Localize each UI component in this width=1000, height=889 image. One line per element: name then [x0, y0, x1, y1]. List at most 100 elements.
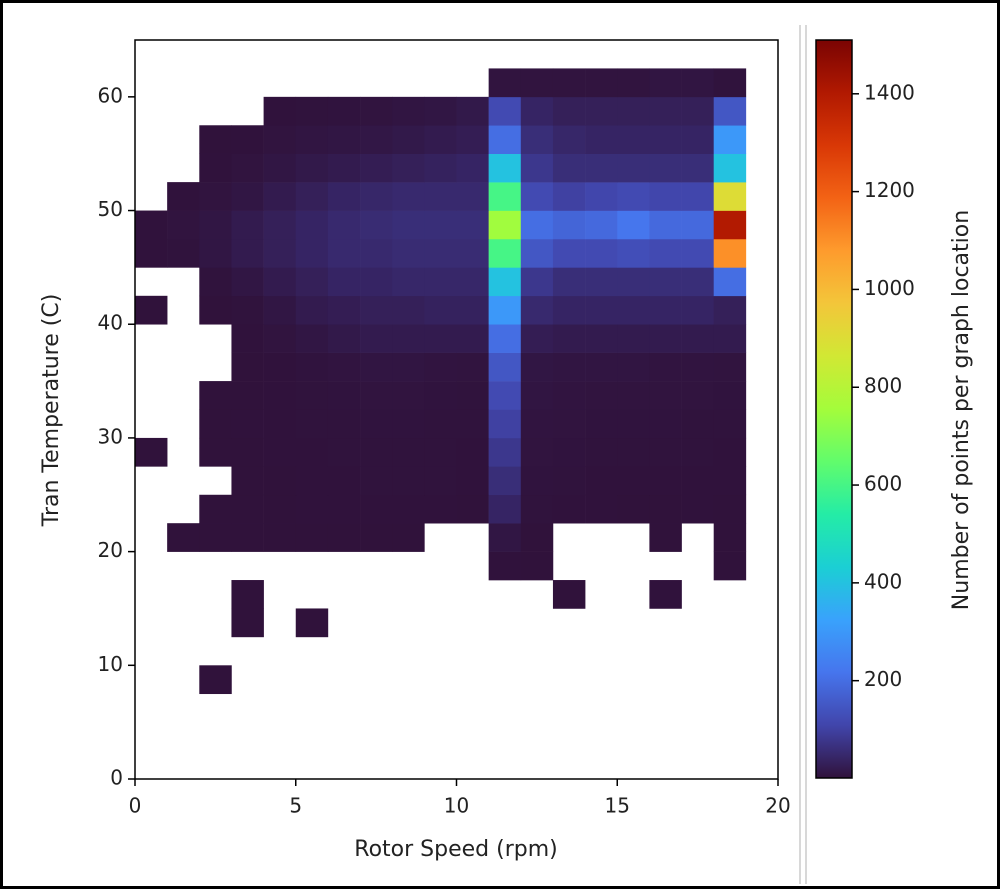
heatmap-cell — [488, 437, 522, 467]
heatmap-cell — [456, 96, 489, 126]
heatmap-cell — [649, 494, 682, 524]
heatmap-cell — [327, 125, 361, 154]
heatmap-cell — [617, 295, 650, 325]
heatmap-cell — [585, 494, 618, 524]
heatmap-cell — [520, 182, 554, 211]
heatmap-cell — [488, 324, 522, 353]
heatmap-cell — [649, 352, 682, 382]
heatmap-cell — [231, 125, 264, 154]
heatmap-cell — [617, 210, 650, 240]
heatmap-cell — [295, 210, 329, 240]
heatmap-cell — [617, 182, 650, 211]
heatmap-cell — [585, 153, 618, 183]
heatmap-cell — [135, 238, 168, 268]
heatmap-cell — [585, 238, 618, 268]
heatmap-cell — [488, 210, 522, 240]
heatmap-cell — [488, 409, 522, 439]
heatmap-cell — [263, 523, 297, 552]
heatmap-cell — [552, 409, 586, 439]
heatmap-cell — [713, 466, 747, 496]
heatmap-cell — [199, 267, 232, 297]
heatmap-cell — [199, 182, 232, 211]
y-tick-label: 0 — [110, 766, 123, 790]
heatmap-cell — [585, 125, 618, 154]
heatmap-cell — [360, 210, 393, 240]
heatmap-cell — [424, 153, 457, 183]
heatmap-cell — [199, 295, 232, 325]
heatmap-cell — [649, 295, 682, 325]
heatmap-cell — [520, 238, 554, 268]
heatmap-cell — [263, 238, 297, 268]
heatmap-cell — [263, 125, 297, 154]
heatmap-cell — [360, 409, 393, 439]
heatmap-cells — [135, 68, 747, 695]
heatmap-cell — [649, 523, 682, 552]
heatmap-cell — [424, 409, 457, 439]
heatmap-cell — [360, 295, 393, 325]
heatmap-cell — [295, 295, 329, 325]
heatmap-cell — [649, 409, 682, 439]
heatmap-cell — [360, 267, 393, 297]
heatmap-cell — [488, 267, 522, 297]
heatmap-cell — [360, 466, 393, 496]
heatmap-cell — [520, 153, 554, 183]
heatmap-cell — [424, 494, 457, 524]
heatmap-cell — [199, 523, 232, 552]
heatmap-cell — [713, 182, 747, 211]
heatmap-cell — [713, 409, 747, 439]
heatmap-cell — [649, 96, 682, 126]
heatmap-cell — [424, 182, 457, 211]
heatmap-cell — [520, 381, 554, 410]
heatmap-cell — [360, 153, 393, 183]
y-tick-label: 40 — [98, 311, 123, 335]
heatmap-cell — [231, 523, 264, 552]
heatmap-cell — [231, 210, 264, 240]
heatmap-cell — [167, 523, 200, 552]
heatmap-cell — [263, 437, 297, 467]
heatmap-cell — [392, 523, 425, 552]
heatmap-cell — [520, 96, 554, 126]
heatmap-cell — [552, 210, 586, 240]
colorbar-tick-label: 1400 — [864, 80, 915, 104]
heatmap-cell — [552, 238, 586, 268]
heatmap-cell — [681, 96, 714, 126]
heatmap-cell — [713, 68, 747, 98]
heatmap-cell — [520, 466, 554, 496]
heatmap-cell — [392, 494, 425, 524]
heatmap-cell — [327, 381, 361, 410]
heatmap-cell — [552, 580, 586, 609]
heatmap-cell — [199, 494, 232, 524]
colorbar-tick-label: 600 — [864, 472, 902, 496]
heatmap-cell — [392, 267, 425, 297]
heatmap-cell — [392, 182, 425, 211]
heatmap-cell — [360, 324, 393, 353]
heatmap-cell — [488, 238, 522, 268]
heatmap-cell — [585, 437, 618, 467]
heatmap-cell — [681, 494, 714, 524]
heatmap-cell — [552, 466, 586, 496]
heatmap-cell — [585, 324, 618, 353]
heatmap-cell — [552, 381, 586, 410]
heatmap-cell — [585, 381, 618, 410]
heatmap-cell — [199, 665, 232, 695]
heatmap-cell — [488, 494, 522, 524]
heatmap-cell — [520, 324, 554, 353]
heatmap-cell — [713, 153, 747, 183]
y-axis-label: Tran Temperature (C) — [39, 294, 64, 528]
heatmap-cell — [585, 267, 618, 297]
heatmap-cell — [231, 295, 264, 325]
heatmap-cell — [231, 238, 264, 268]
heatmap-cell — [649, 153, 682, 183]
heatmap-cell — [295, 238, 329, 268]
heatmap-cell — [199, 238, 232, 268]
heatmap-cell — [713, 381, 747, 410]
heatmap-cell — [424, 125, 457, 154]
heatmap-cell — [585, 210, 618, 240]
heatmap-cell — [263, 494, 297, 524]
heatmap-cell — [392, 324, 425, 353]
heatmap-cell — [456, 238, 489, 268]
heatmap-cell — [488, 381, 522, 410]
heatmap-cell — [263, 466, 297, 496]
heatmap-cell — [456, 295, 489, 325]
heatmap-cell — [295, 608, 329, 638]
